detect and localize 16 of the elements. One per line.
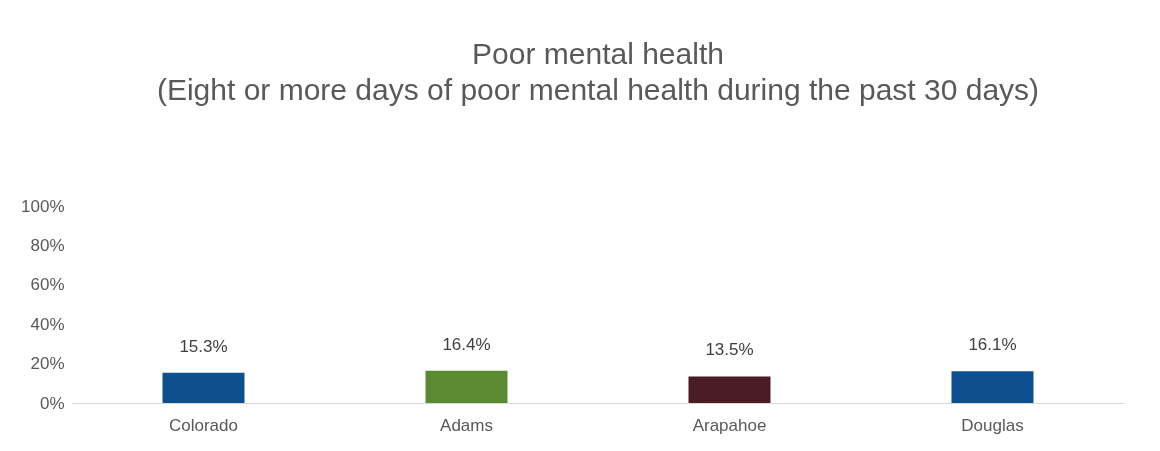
y-tick-label: 60% bbox=[30, 275, 65, 295]
x-tick-label: Arapahoe bbox=[692, 415, 767, 435]
chart-title: Poor mental health bbox=[472, 37, 724, 70]
y-tick-label: 100% bbox=[21, 196, 65, 216]
chart-subtitle: (Eight or more days of poor mental health during the past 30 days) bbox=[156, 73, 1040, 106]
x-tick-label: Colorado bbox=[169, 415, 238, 435]
data-label: 16.4% bbox=[442, 334, 491, 354]
x-tick-label: Douglas bbox=[961, 415, 1024, 435]
y-tick-label: 80% bbox=[30, 235, 65, 255]
data-label: 15.3% bbox=[179, 336, 228, 356]
x-tick-label: Adams bbox=[440, 415, 493, 435]
y-tick-label: 0% bbox=[39, 393, 65, 413]
y-tick-label: 20% bbox=[30, 354, 65, 374]
data-label: 16.1% bbox=[968, 335, 1017, 355]
y-tick-label: 40% bbox=[30, 314, 65, 334]
data-label: 13.5% bbox=[705, 340, 754, 360]
